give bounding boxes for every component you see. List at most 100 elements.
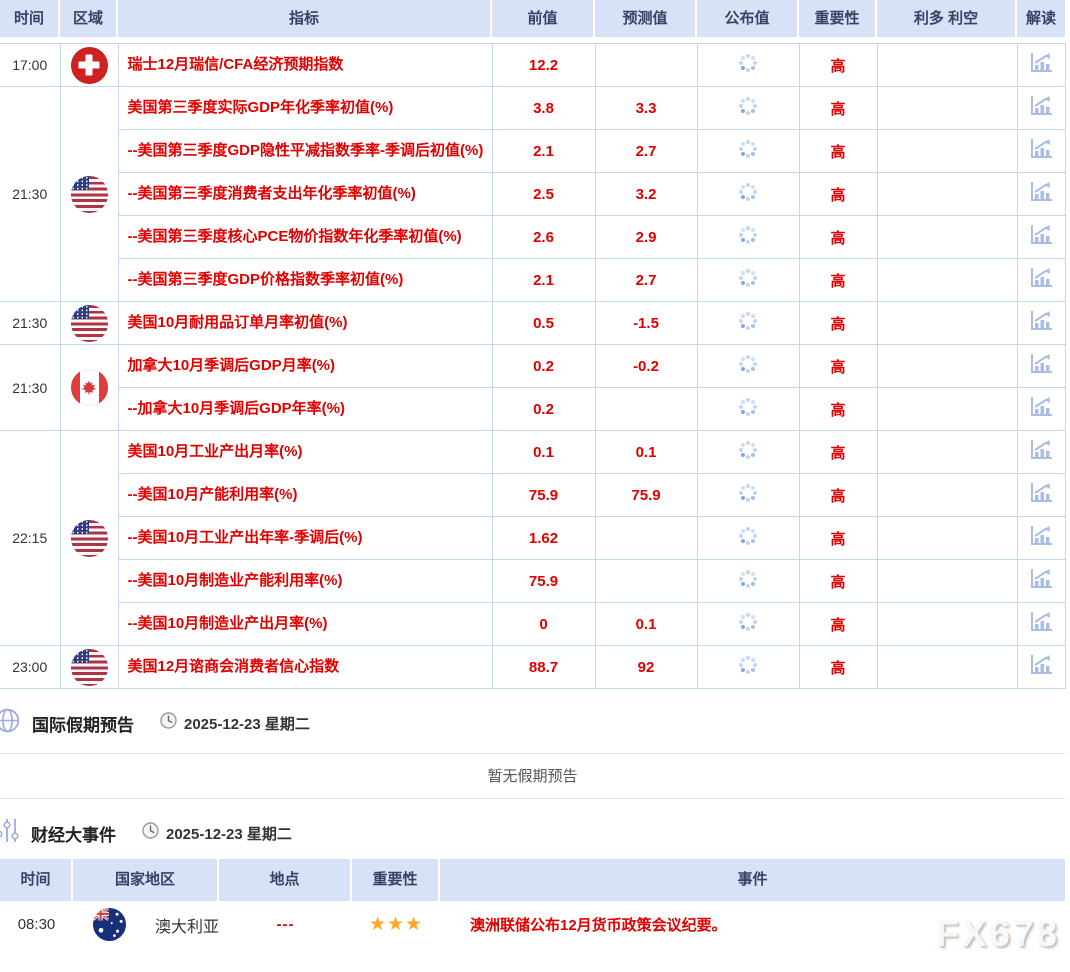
- previous-value: 3.8: [491, 86, 596, 130]
- chart-interpret-icon[interactable]: [1028, 353, 1054, 375]
- economic-calendar: 时间 区域 指标 前值 预测值 公布值 重要性 利多 利空 解读 17:00 瑞士…: [0, 0, 1070, 689]
- previous-value: 75.9: [491, 473, 596, 517]
- indicator-name-link[interactable]: 加拿大10月季调后GDP月率(%): [117, 344, 493, 388]
- loading-spinner-icon: [746, 491, 750, 495]
- chart-interpret-icon[interactable]: [1028, 181, 1054, 203]
- loading-spinner-icon: [746, 534, 750, 538]
- previous-value: 0.1: [491, 430, 596, 474]
- chart-interpret-icon[interactable]: [1028, 52, 1054, 74]
- sliders-icon: [0, 817, 19, 849]
- indicator-name-link[interactable]: --加拿大10月季调后GDP年率(%): [117, 387, 493, 431]
- indicator-name-link[interactable]: 美国第三季度实际GDP年化季率初值(%): [117, 86, 493, 130]
- indicator-name-link[interactable]: --美国10月制造业产能利用率(%): [117, 559, 493, 603]
- loading-spinner-icon: [746, 405, 750, 409]
- indicator-name-link[interactable]: 美国10月耐用品订单月率初值(%): [117, 301, 493, 345]
- chart-interpret-icon[interactable]: [1028, 439, 1054, 461]
- importance-value: 高: [798, 387, 878, 431]
- indicator-name-link[interactable]: --美国第三季度消费者支出年化季率初值(%): [117, 172, 493, 216]
- importance-value: 高: [798, 215, 878, 259]
- calendar-table: 17:00 瑞士12月瑞信/CFA经济预期指数 12.2 高 21:30 美国第三季度实际…: [0, 43, 1066, 689]
- chart-interpret-icon[interactable]: [1028, 95, 1054, 117]
- events-date: 2025-12-23 星期二: [166, 825, 292, 843]
- us-flag-icon: [70, 175, 108, 213]
- calendar-row: --美国第三季度GDP价格指数季率初值(%) 2.1 2.7 高: [0, 258, 1066, 302]
- calendar-row: --美国10月产能利用率(%) 75.9 75.9 高: [0, 473, 1066, 517]
- bull-bear-cell: [876, 387, 1018, 431]
- indicator-name-link[interactable]: --美国第三季度GDP隐性平减指数季率-季调后初值(%): [117, 129, 493, 173]
- events-section-title: 财经大事件: [31, 825, 116, 845]
- loading-spinner-icon: [746, 620, 750, 624]
- chart-interpret-icon[interactable]: [1028, 611, 1054, 633]
- forecast-value: 3.2: [594, 172, 698, 216]
- us-flag-icon: [70, 304, 108, 342]
- interpret-cell: [1016, 559, 1066, 603]
- importance-value: 高: [798, 645, 878, 689]
- interpret-cell: [1016, 645, 1066, 689]
- indicator-name-link[interactable]: 美国10月工业产出月率(%): [117, 430, 493, 474]
- published-value-cell: [696, 172, 800, 216]
- published-value-cell: [696, 645, 800, 689]
- indicator-name-link[interactable]: --美国10月产能利用率(%): [117, 473, 493, 517]
- forecast-value: -0.2: [594, 344, 698, 388]
- indicator-name-link[interactable]: 美国12月谘商会消费者信心指数: [117, 645, 493, 689]
- indicator-name-link[interactable]: 瑞士12月瑞信/CFA经济预期指数: [117, 43, 493, 87]
- calendar-row: --美国10月工业产出年率-季调后(%) 1.62 高: [0, 516, 1066, 560]
- time-cell: 23:00: [0, 645, 61, 689]
- col-header-interpret: 解读: [1017, 0, 1065, 37]
- loading-spinner-icon: [746, 319, 750, 323]
- loading-spinner-icon: [746, 104, 750, 108]
- indicator-name-link[interactable]: --美国10月制造业产出月率(%): [117, 602, 493, 646]
- previous-value: 0.5: [491, 301, 596, 345]
- previous-value: 1.62: [491, 516, 596, 560]
- interpret-cell: [1016, 387, 1066, 431]
- published-value-cell: [696, 473, 800, 517]
- col-header-importance: 重要性: [799, 0, 877, 37]
- chart-interpret-icon[interactable]: [1028, 267, 1054, 289]
- bull-bear-cell: [876, 301, 1018, 345]
- clock-icon: [142, 822, 159, 844]
- indicator-name-link[interactable]: --美国第三季度GDP价格指数季率初值(%): [117, 258, 493, 302]
- published-value-cell: [696, 215, 800, 259]
- event-time: 08:30: [17, 916, 56, 933]
- calendar-header-row: 时间 区域 指标 前值 预测值 公布值 重要性 利多 利空 解读: [0, 0, 1065, 37]
- chart-interpret-icon[interactable]: [1028, 224, 1054, 246]
- event-description-link[interactable]: 澳洲联储公布12月货币政策会议纪要。: [470, 917, 727, 934]
- chart-interpret-icon[interactable]: [1028, 396, 1054, 418]
- chart-interpret-icon[interactable]: [1028, 654, 1054, 676]
- chart-interpret-icon[interactable]: [1028, 525, 1054, 547]
- forecast-value: 0.1: [594, 602, 698, 646]
- col-header-forecast: 预测值: [595, 0, 697, 37]
- published-value-cell: [696, 430, 800, 474]
- interpret-cell: [1016, 43, 1066, 87]
- time-cell: 21:30: [0, 301, 61, 345]
- event-location: ---: [276, 916, 295, 933]
- loading-spinner-icon: [746, 147, 750, 151]
- interpret-cell: [1016, 430, 1066, 474]
- chart-interpret-icon[interactable]: [1028, 568, 1054, 590]
- published-value-cell: [696, 559, 800, 603]
- bull-bear-cell: [876, 645, 1018, 689]
- us-flag-icon: [70, 519, 108, 557]
- interpret-cell: [1016, 172, 1066, 216]
- chart-interpret-icon[interactable]: [1028, 138, 1054, 160]
- chart-interpret-icon[interactable]: [1028, 482, 1054, 504]
- calendar-row: --美国10月制造业产出月率(%) 0 0.1 高: [0, 602, 1066, 646]
- time-cell: 22:15: [0, 430, 61, 646]
- importance-value: 高: [798, 129, 878, 173]
- calendar-row: --美国10月制造业产能利用率(%) 75.9 高: [0, 559, 1066, 603]
- bull-bear-cell: [876, 473, 1018, 517]
- events-table: 时间 国家地区 地点 重要性 事件 08:30: [0, 859, 1065, 948]
- chart-interpret-icon[interactable]: [1028, 310, 1054, 332]
- col-header-previous: 前值: [492, 0, 595, 37]
- event-row: 08:30: [0, 901, 1065, 948]
- globe-icon: [0, 708, 20, 738]
- bull-bear-cell: [876, 516, 1018, 560]
- previous-value: 2.5: [491, 172, 596, 216]
- indicator-name-link[interactable]: --美国10月工业产出年率-季调后(%): [117, 516, 493, 560]
- indicator-name-link[interactable]: --美国第三季度核心PCE物价指数年化季率初值(%): [117, 215, 493, 259]
- forecast-value: -1.5: [594, 301, 698, 345]
- loading-spinner-icon: [746, 61, 750, 65]
- importance-value: 高: [798, 430, 878, 474]
- region-cell: [59, 43, 119, 87]
- evt-col-header-event: 事件: [440, 859, 1065, 901]
